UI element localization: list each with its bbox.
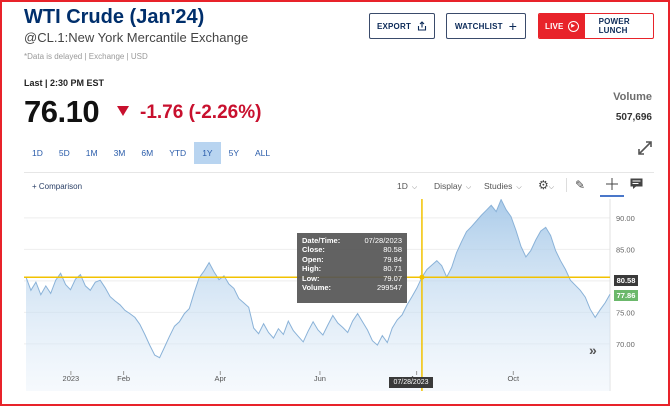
export-button[interactable]: EXPORT [369, 13, 435, 39]
live-tag-label: LIVE [545, 21, 564, 31]
share-icon [417, 21, 427, 31]
tooltip-row: Low: 79.07 [302, 273, 402, 283]
interval-label: 1D [397, 181, 408, 191]
watchlist-button[interactable]: WATCHLIST + [446, 13, 526, 39]
price-change: -1.76 (-2.26%) [140, 102, 262, 123]
x-tick-label: 2023 [63, 374, 80, 383]
settings-gear-icon[interactable]: ⚙⌵ [538, 178, 555, 192]
comment-icon[interactable] [630, 178, 643, 192]
chevron-down-icon: ⌵ [465, 184, 472, 191]
display-label: Display [434, 181, 462, 191]
expand-icon[interactable] [637, 140, 653, 159]
live-power-lunch-button[interactable]: LIVE ▶ POWER LUNCH [538, 13, 654, 39]
tooltip-row: Volume: 299547 [302, 283, 402, 293]
x-tick-label: Apr [214, 374, 226, 383]
page-title: WTI Crude (Jan'24) [24, 6, 205, 28]
range-all[interactable]: ALL [255, 148, 271, 158]
studies-dropdown[interactable]: Studies ⌵ [484, 181, 522, 192]
price-line [25, 198, 611, 359]
delayed-note: *Data is delayed | Exchange | USD [24, 52, 148, 61]
tooltip-row: Close: 80.58 [302, 245, 402, 255]
draw-pencil-icon[interactable]: ✎ [575, 178, 586, 192]
crosshair-price-badge: 80.58 [614, 275, 638, 286]
volume-value: 507,696 [615, 112, 652, 123]
range-1y[interactable]: 1Y [194, 142, 221, 164]
display-dropdown[interactable]: Display ⌵ [434, 181, 471, 192]
y-tick-label: 90.00 [616, 214, 635, 223]
fast-forward-icon[interactable]: » [589, 342, 597, 358]
tooltip-row: Open: 79.84 [302, 254, 402, 264]
toolbar-divider [566, 178, 567, 192]
tooltip-row: Date/Time: 07/28/2023 [302, 236, 402, 245]
exchange-subtitle: @CL.1:New York Mercantile Exchange [24, 30, 249, 45]
range-1d[interactable]: 1D [32, 148, 43, 158]
crosshair-date-badge: 07/28/2023 [389, 377, 433, 388]
comparison-button[interactable]: + Comparison [32, 182, 83, 191]
x-tick-label: Oct [507, 374, 520, 383]
play-icon: ▶ [567, 20, 579, 32]
crosshair-active-indicator [600, 195, 624, 197]
range-6m[interactable]: 6M [141, 148, 154, 158]
last-trade-time: Last | 2:30 PM EST [24, 78, 105, 88]
y-tick-label: 85.00 [616, 245, 635, 254]
studies-label: Studies [484, 181, 513, 191]
volume-label: Volume [613, 91, 652, 103]
range-selector: 1D 5D 1M 3M 6M YTD 1Y 5Y ALL [24, 142, 278, 164]
x-tick-label: Feb [117, 374, 130, 383]
plus-icon: + [508, 18, 518, 34]
chart-toolbar: + Comparison 1D ⌵ Display ⌵ Studies ⌵ ⚙⌵ ✎ [24, 172, 654, 198]
range-3m[interactable]: 3M [113, 148, 126, 158]
range-ytd[interactable]: YTD [169, 148, 187, 158]
price-area [26, 199, 610, 391]
crosshair-point [419, 274, 425, 280]
down-arrow-icon [117, 106, 129, 116]
live-show-label: POWER LUNCH [598, 17, 630, 35]
last-price: 76.10 [24, 94, 100, 129]
last-price-badge: 77.86 [614, 290, 638, 301]
data-tooltip: Date/Time: 07/28/2023 Close: 80.58 Open: 79… [297, 233, 407, 303]
x-tick-label: Jun [314, 374, 326, 383]
y-tick-label: 75.00 [616, 308, 635, 317]
range-5y[interactable]: 5Y [228, 148, 239, 158]
live-tag: LIVE ▶ [539, 14, 585, 38]
watchlist-label: WATCHLIST [454, 21, 503, 31]
chevron-down-icon: ⌵ [516, 184, 522, 191]
crosshair-icon[interactable] [606, 178, 618, 193]
tooltip-row: High: 80.71 [302, 264, 402, 274]
y-tick-label: 70.00 [616, 340, 635, 349]
export-label: EXPORT [376, 21, 412, 31]
interval-dropdown[interactable]: 1D ⌵ [397, 181, 417, 192]
range-5d[interactable]: 5D [58, 148, 70, 158]
chevron-down-icon: ⌵ [411, 184, 418, 191]
range-1m[interactable]: 1M [85, 148, 98, 158]
